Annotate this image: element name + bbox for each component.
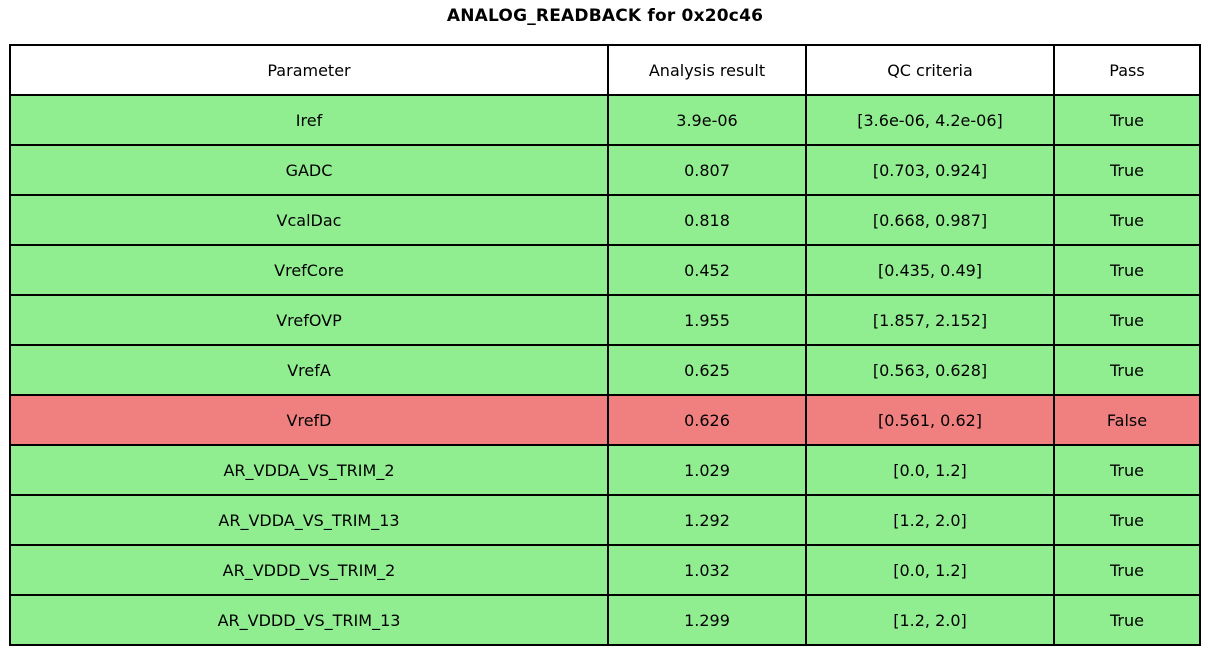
analysis-result-cell: 0.625 [607,344,807,396]
parameter-cell: AR_VDDA_VS_TRIM_2 [9,444,609,496]
table-body: Iref 3.9e-06 [3.6e-06, 4.2e-06] True GADC 0.8… [9,94,1201,646]
pass-cell: False [1053,394,1201,446]
qc-criteria-cell: [0.703, 0.924] [805,144,1055,196]
table-row: AR_VDDD_VS_TRIM_2 1.032 [0.0, 1.2] True [9,544,1201,596]
qc-criteria-cell: [0.563, 0.628] [805,344,1055,396]
analog-readback-table: Parameter Analysis result QC criteria Pass … [9,44,1201,646]
analysis-result-cell: 0.452 [607,244,807,296]
analysis-result-cell: 0.807 [607,144,807,196]
qc-criteria-cell: [0.561, 0.62] [805,394,1055,446]
qc-criteria-cell: [0.668, 0.987] [805,194,1055,246]
column-header: Parameter [9,44,609,96]
pass-cell: True [1053,494,1201,546]
table-row: AR_VDDA_VS_TRIM_2 1.029 [0.0, 1.2] True [9,444,1201,496]
pass-cell: True [1053,194,1201,246]
column-header: QC criteria [805,44,1055,96]
table-row: VrefA 0.625 [0.563, 0.628] True [9,344,1201,396]
table-row: VrefOVP 1.955 [1.857, 2.152] True [9,294,1201,346]
parameter-cell: VrefD [9,394,609,446]
qc-criteria-cell: [3.6e-06, 4.2e-06] [805,94,1055,146]
parameter-cell: VrefCore [9,244,609,296]
analysis-result-cell: 1.955 [607,294,807,346]
table-row: VrefD 0.626 [0.561, 0.62] False [9,394,1201,446]
table-row: VcalDac 0.818 [0.668, 0.987] True [9,194,1201,246]
parameter-cell: Iref [9,94,609,146]
pass-cell: True [1053,94,1201,146]
parameter-cell: VrefA [9,344,609,396]
pass-cell: True [1053,294,1201,346]
column-header: Analysis result [607,44,807,96]
qc-criteria-cell: [1.857, 2.152] [805,294,1055,346]
parameter-cell: VcalDac [9,194,609,246]
pass-cell: True [1053,244,1201,296]
analysis-result-cell: 0.818 [607,194,807,246]
figure-title: ANALOG_READBACK for 0x20c46 [446,6,764,26]
parameter-cell: AR_VDDD_VS_TRIM_2 [9,544,609,596]
qc-criteria-cell: [0.0, 1.2] [805,544,1055,596]
qc-criteria-cell: [0.435, 0.49] [805,244,1055,296]
table-row: Iref 3.9e-06 [3.6e-06, 4.2e-06] True [9,94,1201,146]
table-header: Parameter Analysis result QC criteria Pass [9,44,1201,96]
parameter-cell: AR_VDDA_VS_TRIM_13 [9,494,609,546]
pass-cell: True [1053,594,1201,646]
analysis-result-cell: 1.029 [607,444,807,496]
pass-cell: True [1053,344,1201,396]
table-row: AR_VDDD_VS_TRIM_13 1.299 [1.2, 2.0] True [9,594,1201,646]
analysis-result-cell: 0.626 [607,394,807,446]
qc-criteria-cell: [1.2, 2.0] [805,594,1055,646]
analysis-result-cell: 1.032 [607,544,807,596]
table-row: VrefCore 0.452 [0.435, 0.49] True [9,244,1201,296]
parameter-cell: VrefOVP [9,294,609,346]
pass-cell: True [1053,444,1201,496]
header-row: Parameter Analysis result QC criteria Pass [9,44,1201,96]
analysis-result-cell: 1.292 [607,494,807,546]
column-header: Pass [1053,44,1201,96]
analysis-result-cell: 3.9e-06 [607,94,807,146]
qc-criteria-cell: [0.0, 1.2] [805,444,1055,496]
pass-cell: True [1053,544,1201,596]
parameter-cell: GADC [9,144,609,196]
parameter-cell: AR_VDDD_VS_TRIM_13 [9,594,609,646]
analysis-result-cell: 1.299 [607,594,807,646]
table-row: GADC 0.807 [0.703, 0.924] True [9,144,1201,196]
table-row: AR_VDDA_VS_TRIM_13 1.292 [1.2, 2.0] True [9,494,1201,546]
pass-cell: True [1053,144,1201,196]
qc-criteria-cell: [1.2, 2.0] [805,494,1055,546]
